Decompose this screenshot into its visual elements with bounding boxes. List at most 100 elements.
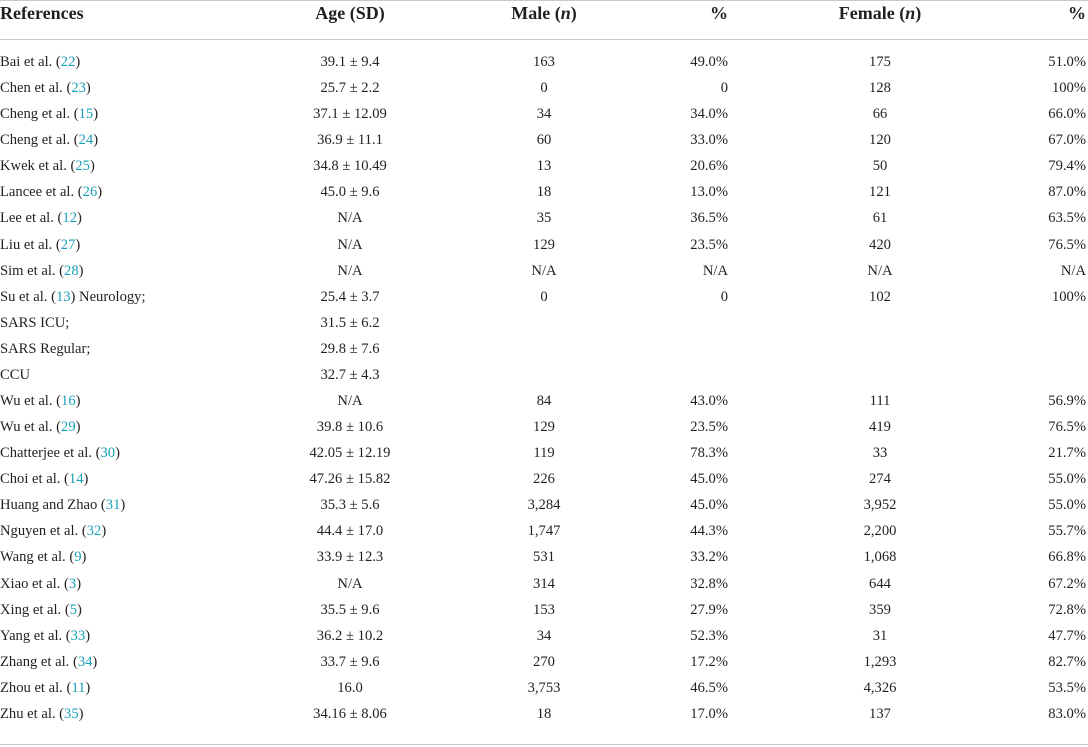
reference-text: Liu et al. ( [0,236,61,253]
citation-link[interactable]: 13 [55,288,71,305]
cell-female-n: 33 [872,445,888,462]
cell-age: 34.16 ± 8.06 [313,705,387,722]
header-female: Female (n) [790,2,970,24]
table-row: Wang et al. (9) 33.9 ± 12.3 531 33.2% 1,068 6… [0,544,1088,570]
cell-female-percent: 100% [1051,288,1086,305]
cell-female-percent: 55.0% [1048,497,1086,514]
cell-female-n: 420 [869,236,891,253]
cell-reference: Lee et al. (12) [0,209,82,227]
cell-reference: Chatterjee et al. (30) [0,444,120,462]
cell-male-percent: 43.0% [690,393,728,410]
cell-male-n: 0 [540,288,548,305]
header-female-suffix: ) [915,3,922,23]
reference-text-after: ) [81,549,87,566]
header-male-prefix: Male ( [511,3,561,23]
cell-male-percent: 45.0% [690,471,728,488]
table-row: Zhang et al. (34) 33.7 ± 9.6 270 17.2% 1,293… [0,649,1088,675]
cell-age: 39.1 ± 9.4 [320,54,380,70]
cell-age: 42.05 ± 12.19 [309,445,391,462]
table-row: Wu et al. (16) N/A 84 43.0% 111 56.9% [0,388,1088,414]
cell-age: 35.5 ± 9.6 [320,601,380,618]
cell-male-n: 34 [536,627,552,644]
cell-age: 33.7 ± 9.6 [320,653,380,670]
reference-text-after: ) [78,705,84,722]
citation-link[interactable]: 24 [78,132,94,149]
citation-link[interactable]: 9 [74,549,82,566]
citation-link[interactable]: 5 [69,601,78,618]
cell-age: 16.0 [337,679,363,696]
cell-male-percent: 33.2% [690,549,728,566]
table-row: Xing et al. (5) 35.5 ± 9.6 153 27.9% 359 72.8… [0,597,1088,623]
cell-age: 32.7 ± 4.3 [320,366,380,383]
citation-link[interactable]: 11 [71,679,86,696]
cell-reference: Kwek et al. (25) [0,157,95,175]
citation-link[interactable]: 23 [71,80,86,97]
citation-link[interactable]: 15 [78,106,94,123]
cell-female-n: 274 [869,471,891,488]
citation-link[interactable]: 12 [62,210,77,227]
citation-link[interactable]: 14 [68,471,84,488]
reference-text-after: ) [85,679,91,696]
citation-link[interactable]: 25 [75,158,90,175]
cell-male-n: 0 [540,80,548,97]
citation-link[interactable]: 16 [61,393,76,410]
citation-link[interactable]: 26 [82,184,98,201]
cell-age: 45.0 ± 9.6 [320,184,380,201]
cell-male-percent: 78.3% [690,445,728,462]
cell-reference: SARS Regular; [0,340,90,358]
cell-male-n: 226 [533,471,555,488]
cell-male-n: 119 [533,445,555,462]
header-male-suffix: ) [570,3,577,23]
cell-male-n: 153 [533,601,555,618]
cell-female-n: 419 [869,419,891,436]
cell-age: 29.8 ± 7.6 [320,340,380,357]
table-row: Chatterjee et al. (30) 42.05 ± 12.19 119 78… [0,440,1088,466]
citation-link[interactable]: 28 [64,262,79,279]
citation-link[interactable]: 22 [60,54,76,70]
citation-link[interactable]: 34 [77,653,93,670]
cell-reference: Chen et al. (23) [0,79,91,97]
cell-reference: Choi et al. (14) [0,470,88,488]
reference-text-after: ) [101,523,107,540]
cell-male-percent: N/A [702,262,728,279]
cell-female-n: 1,068 [863,549,897,566]
table-row: Kwek et al. (25) 34.8 ± 10.49 13 20.6% 50 79.… [0,153,1088,179]
citation-link[interactable]: 32 [86,523,102,540]
reference-text-after: ) [85,80,91,97]
header-female-prefix: Female ( [838,3,906,23]
citation-link[interactable]: 33 [70,627,86,644]
citation-link[interactable]: 27 [60,236,76,253]
cell-male-n: 13 [536,158,552,175]
cell-age: N/A [337,236,363,253]
cell-female-percent: 76.5% [1048,419,1086,436]
reference-text-after: ) [89,158,95,175]
cell-male-percent: 44.3% [690,523,728,540]
cell-age: 37.1 ± 12.09 [313,106,387,123]
cell-male-percent: 27.9% [690,601,728,618]
citation-link[interactable]: 30 [100,445,116,462]
citation-link[interactable]: 29 [61,419,76,436]
cell-male-n: 163 [533,54,555,70]
cell-female-n: 4,326 [863,679,897,696]
cell-reference: Liu et al. (27) [0,236,80,254]
citation-link[interactable]: 31 [105,497,121,514]
table-row: Wu et al. (29) 39.8 ± 10.6 129 23.5% 419 76.5… [0,414,1088,440]
cell-reference: Cheng et al. (15) [0,105,98,123]
cell-reference: Yang et al. (33) [0,627,90,645]
reference-text-after: ) [93,106,99,123]
citation-link[interactable]: 35 [64,705,79,722]
header-age: Age (SD) [315,3,385,23]
reference-text-after: ) [76,575,82,592]
citation-link[interactable]: 3 [68,575,77,592]
cell-female-n: 66 [872,106,888,123]
cell-male-n: 314 [533,575,555,592]
reference-text: Cheng et al. ( [0,132,79,149]
table-row: Xiao et al. (3) N/A 314 32.8% 644 67.2% [0,571,1088,597]
cell-female-n: 120 [869,132,891,149]
cell-age: 34.8 ± 10.49 [313,158,387,175]
cell-female-n: 128 [869,80,891,97]
reference-text: SARS ICU; [0,314,70,331]
cell-female-n: 31 [872,627,888,644]
reference-text-after: ) [75,236,81,253]
cell-age: 35.3 ± 5.6 [320,497,380,514]
